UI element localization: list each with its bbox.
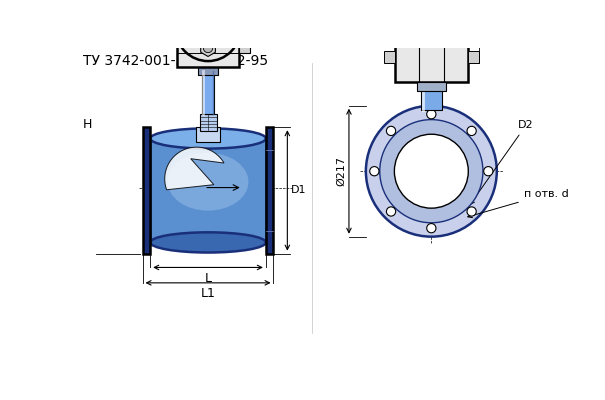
Circle shape (483, 166, 493, 176)
Circle shape (366, 106, 497, 237)
Bar (200, 114, 217, 131)
Circle shape (175, 0, 240, 61)
Bar (420, 88, 442, 110)
Bar (197, 127, 220, 142)
Polygon shape (165, 147, 224, 190)
Ellipse shape (150, 232, 266, 252)
Bar (468, 50, 479, 63)
Bar (394, 32, 468, 82)
Ellipse shape (150, 128, 266, 148)
Text: Ø217: Ø217 (336, 156, 347, 186)
Circle shape (380, 120, 483, 223)
Circle shape (427, 224, 436, 233)
Text: п отв. d: п отв. d (468, 189, 569, 218)
Bar (198, 67, 218, 75)
Bar (401, 18, 462, 32)
Ellipse shape (168, 153, 249, 211)
Circle shape (467, 126, 476, 136)
Bar (177, 29, 239, 67)
Text: D2: D2 (470, 120, 534, 204)
Circle shape (394, 134, 468, 208)
Polygon shape (201, 40, 215, 56)
Text: D1: D1 (291, 186, 307, 196)
Text: L: L (204, 272, 212, 285)
Circle shape (387, 207, 396, 216)
Text: L1: L1 (201, 288, 215, 300)
Bar (384, 50, 394, 63)
Text: ТУ 3742-001-39003322-95: ТУ 3742-001-39003322-95 (83, 54, 269, 68)
Circle shape (206, 26, 211, 31)
Bar (143, 127, 150, 254)
Text: H: H (82, 118, 92, 132)
Bar (150, 138, 266, 242)
Bar (417, 82, 446, 91)
Circle shape (203, 43, 213, 53)
Bar (202, 71, 214, 114)
Circle shape (387, 126, 396, 136)
Circle shape (427, 110, 436, 119)
Bar (266, 127, 273, 254)
Circle shape (467, 207, 476, 216)
Circle shape (370, 166, 379, 176)
Bar (239, 43, 250, 53)
